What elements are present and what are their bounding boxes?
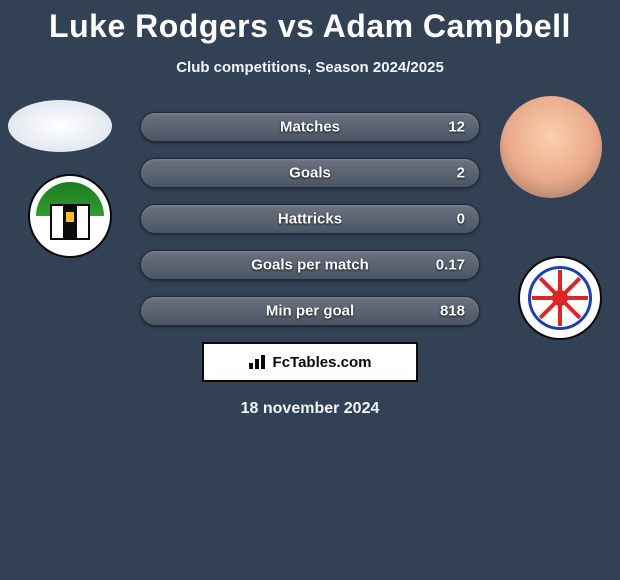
club-left-stripe: [63, 206, 77, 238]
club-left-badge-inner: [36, 182, 104, 250]
club-right-hub: [552, 290, 568, 306]
player-right-avatar: [500, 96, 602, 198]
club-right-badge: [518, 256, 602, 340]
stat-bar: Goals2: [140, 158, 480, 188]
stat-value-right: 0.17: [436, 257, 465, 274]
stat-value-right: 818: [440, 303, 465, 320]
stat-bar: Matches12: [140, 112, 480, 142]
club-right-ring: [528, 266, 592, 330]
stat-bar: Hattricks0: [140, 204, 480, 234]
stat-label: Goals per match: [141, 257, 479, 274]
comparison-date: 18 november 2024: [0, 400, 620, 418]
brand-badge[interactable]: FcTables.com: [202, 342, 418, 382]
bar-chart-icon: [249, 355, 267, 369]
stat-value-right: 0: [457, 211, 465, 228]
comparison-title: Luke Rodgers vs Adam Campbell: [0, 0, 620, 45]
comparison-content: Matches12 Goals2 Hattricks0 Goals per match…: [0, 112, 620, 418]
stat-bar: Goals per match0.17: [140, 250, 480, 280]
stat-bars: Matches12 Goals2 Hattricks0 Goals per match…: [140, 112, 480, 326]
stat-label: Hattricks: [141, 211, 479, 228]
stat-label: Goals: [141, 165, 479, 182]
club-left-gold: [66, 212, 74, 222]
brand-text: FcTables.com: [273, 354, 372, 371]
stat-value-right: 12: [448, 119, 465, 136]
stat-label: Min per goal: [141, 303, 479, 320]
comparison-subtitle: Club competitions, Season 2024/2025: [0, 59, 620, 76]
stat-value-right: 2: [457, 165, 465, 182]
club-left-badge: [28, 174, 112, 258]
player-left-avatar: [8, 100, 112, 152]
stat-bar: Min per goal818: [140, 296, 480, 326]
stat-label: Matches: [141, 119, 479, 136]
